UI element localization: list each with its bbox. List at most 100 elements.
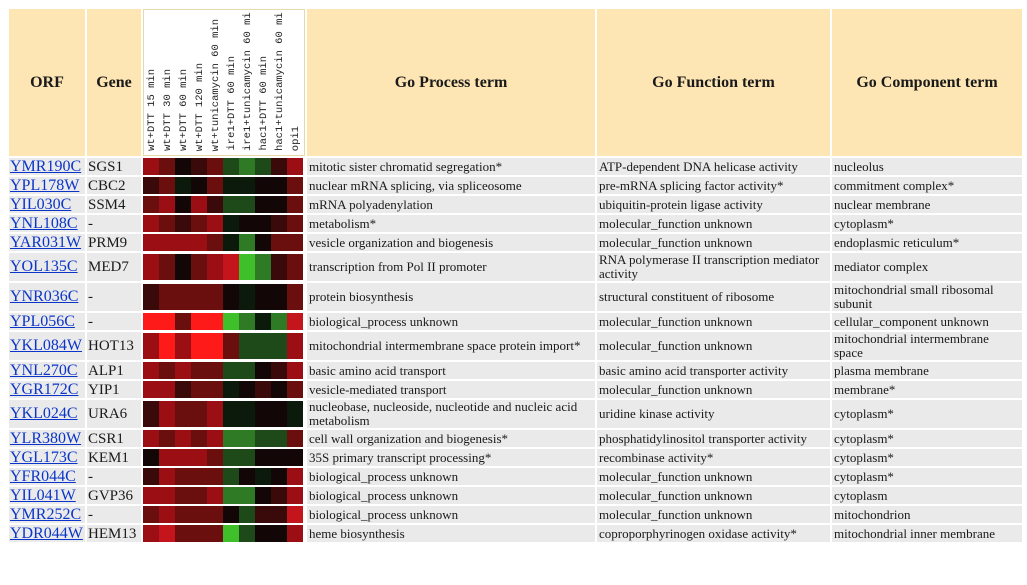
table-row: YNL270C ALP1 basic amino acid transport bas… bbox=[9, 362, 1022, 379]
component-column-header[interactable]: Go Component term bbox=[832, 9, 1022, 156]
orf-link[interactable]: YOL135C bbox=[10, 258, 78, 275]
component-term-cell: mediator complex bbox=[832, 253, 1022, 281]
orf-link[interactable]: YGL173C bbox=[10, 448, 78, 466]
orf-link[interactable]: YLR380W bbox=[10, 429, 82, 447]
orf-column-header[interactable]: ORF bbox=[9, 9, 85, 156]
heatmap-cell bbox=[287, 313, 303, 330]
heatmap-cell bbox=[287, 401, 303, 427]
heatmap-cell bbox=[159, 215, 175, 232]
heatmap-cell bbox=[287, 468, 303, 485]
heatmap-cell bbox=[287, 254, 303, 280]
orf-cell: YOL135C bbox=[9, 253, 85, 281]
heatmap-cell bbox=[191, 362, 207, 379]
heatmap-cell bbox=[159, 196, 175, 213]
heatmap-cell bbox=[207, 362, 223, 379]
heatmap-cell bbox=[255, 401, 271, 427]
heatmap-cell bbox=[271, 177, 287, 194]
component-term-cell: nuclear membrane bbox=[832, 196, 1022, 213]
condition-label: hac1+DTT 60 min bbox=[256, 12, 272, 155]
heatmap-cell bbox=[207, 333, 223, 359]
heatmap-cell bbox=[159, 313, 175, 330]
component-term-cell: endoplasmic reticulum* bbox=[832, 234, 1022, 251]
gene-cell: HOT13 bbox=[87, 332, 141, 360]
heatmap-cell bbox=[239, 177, 255, 194]
heatmap-cell bbox=[159, 401, 175, 427]
process-column-header[interactable]: Go Process term bbox=[307, 9, 595, 156]
orf-link[interactable]: YMR252C bbox=[10, 505, 82, 523]
orf-link[interactable]: YPL178W bbox=[10, 176, 80, 194]
expression-heatmap bbox=[143, 487, 305, 504]
heatmap-cell bbox=[175, 525, 191, 542]
heatmap-cell bbox=[175, 449, 191, 466]
orf-cell: YNL270C bbox=[9, 362, 85, 379]
function-term-cell: pre-mRNA splicing factor activity* bbox=[597, 177, 830, 194]
orf-link[interactable]: YNL270C bbox=[10, 361, 78, 379]
orf-link[interactable]: YGR172C bbox=[10, 380, 79, 398]
heatmap-cell bbox=[143, 487, 159, 504]
heatmap-cell bbox=[223, 254, 239, 280]
component-term-cell: mitochondrion bbox=[832, 506, 1022, 523]
orf-link[interactable]: YMR190C bbox=[10, 157, 82, 175]
expression-heatmap bbox=[143, 332, 305, 360]
component-term-cell: mitochondrial small ribosomal subunit bbox=[832, 283, 1022, 311]
heatmap-cell bbox=[207, 313, 223, 330]
orf-link[interactable]: YIL041W bbox=[10, 486, 76, 504]
heatmap-cell bbox=[143, 506, 159, 523]
heatmap-cell bbox=[255, 284, 271, 310]
orf-link[interactable]: YNL108C bbox=[10, 214, 78, 232]
orf-link[interactable]: YPL056C bbox=[10, 312, 75, 330]
heatmap-cell bbox=[143, 215, 159, 232]
orf-link[interactable]: YFR044C bbox=[10, 467, 76, 485]
heatmap-cell bbox=[207, 401, 223, 427]
orf-link[interactable]: YKL024C bbox=[10, 405, 78, 422]
heatmap-cell bbox=[239, 196, 255, 213]
process-term-cell: vesicle-mediated transport bbox=[307, 381, 595, 398]
gene-cell: - bbox=[87, 313, 141, 330]
heatmap-cell bbox=[175, 254, 191, 280]
gene-column-header[interactable]: Gene bbox=[87, 9, 141, 156]
heatmap-cell bbox=[143, 177, 159, 194]
function-term-cell: recombinase activity* bbox=[597, 449, 830, 466]
heatmap-cell bbox=[239, 362, 255, 379]
heatmap-cell bbox=[207, 254, 223, 280]
heatmap-cell bbox=[159, 234, 175, 251]
heatmap-cell bbox=[255, 449, 271, 466]
heatmap-cell bbox=[239, 215, 255, 232]
orf-cell: YLR380W bbox=[9, 430, 85, 447]
heatmap-cell bbox=[223, 487, 239, 504]
gene-cell: GVP36 bbox=[87, 487, 141, 504]
heatmap-cell bbox=[175, 381, 191, 398]
heatmap-cell bbox=[287, 430, 303, 447]
gene-cell: HEM13 bbox=[87, 525, 141, 542]
gene-cell: CBC2 bbox=[87, 177, 141, 194]
heatmap-cell bbox=[175, 506, 191, 523]
condition-headers: wt+DTT 15 min wt+DTT 30 min wt+DTT 60 min w… bbox=[143, 9, 305, 156]
heatmap-cell bbox=[207, 487, 223, 504]
function-term-cell: molecular_function unknown bbox=[597, 332, 830, 360]
function-term-cell: phosphatidylinositol transporter activit… bbox=[597, 430, 830, 447]
heatmap-cell bbox=[159, 381, 175, 398]
component-term-cell: membrane* bbox=[832, 381, 1022, 398]
function-column-header[interactable]: Go Function term bbox=[597, 9, 830, 156]
orf-link[interactable]: YDR044W bbox=[10, 524, 83, 542]
heatmap-cell bbox=[207, 449, 223, 466]
component-term-cell: mitochondrial intermembrane space bbox=[832, 332, 1022, 360]
condition-label: wt+tunicamycin 60 min bbox=[208, 12, 224, 155]
heatmap-cell bbox=[175, 333, 191, 359]
gene-cell: CSR1 bbox=[87, 430, 141, 447]
process-term-cell: nuclear mRNA splicing, via spliceosome bbox=[307, 177, 595, 194]
orf-link[interactable]: YAR031W bbox=[10, 233, 82, 251]
orf-link[interactable]: YKL084W bbox=[10, 337, 82, 354]
heatmap-cell bbox=[159, 449, 175, 466]
table-row: YFR044C - biological_process unknown molecu… bbox=[9, 468, 1022, 485]
heatmap-cell bbox=[191, 234, 207, 251]
heatmap-cell bbox=[207, 215, 223, 232]
process-term-cell: metabolism* bbox=[307, 215, 595, 232]
heatmap-cell bbox=[223, 158, 239, 175]
heatmap-cell bbox=[255, 196, 271, 213]
heatmap-cell bbox=[175, 468, 191, 485]
heatmap-cell bbox=[143, 284, 159, 310]
orf-link[interactable]: YNR036C bbox=[10, 288, 79, 305]
function-term-cell: molecular_function unknown bbox=[597, 381, 830, 398]
orf-link[interactable]: YIL030C bbox=[10, 195, 72, 213]
